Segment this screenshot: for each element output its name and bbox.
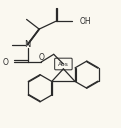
Text: N: N: [24, 40, 31, 49]
FancyBboxPatch shape: [55, 58, 72, 70]
Text: O: O: [38, 53, 44, 62]
Text: Abs: Abs: [58, 61, 69, 67]
Text: O: O: [2, 58, 8, 67]
Text: OH: OH: [80, 17, 91, 26]
